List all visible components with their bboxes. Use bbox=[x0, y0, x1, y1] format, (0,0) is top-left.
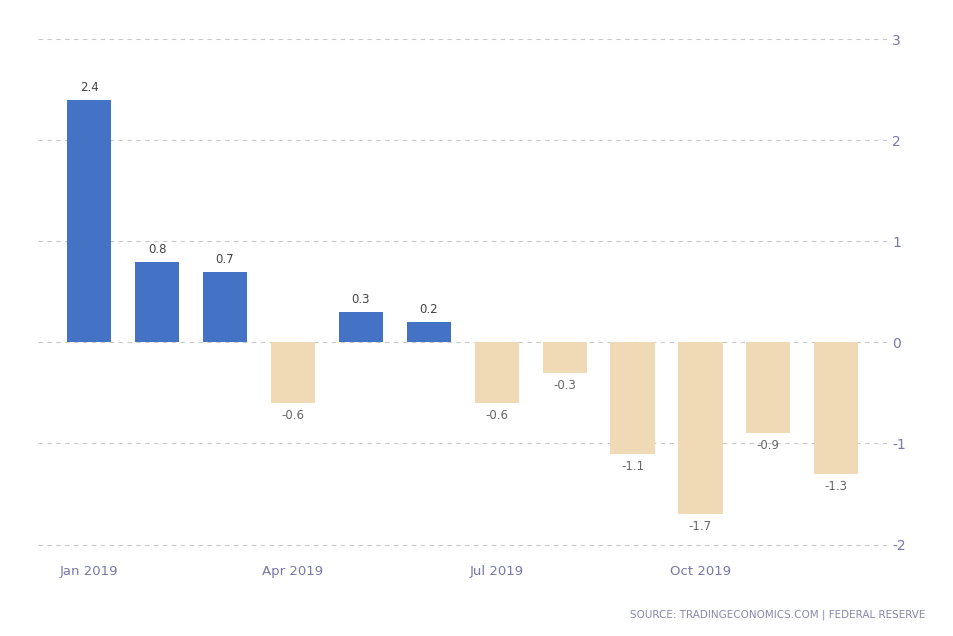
Bar bbox=[745, 342, 790, 433]
Bar bbox=[813, 342, 858, 474]
Text: -0.6: -0.6 bbox=[485, 409, 508, 422]
Bar bbox=[678, 342, 721, 515]
Bar bbox=[134, 261, 179, 342]
Text: SOURCE: TRADINGECONOMICS.COM | FEDERAL RESERVE: SOURCE: TRADINGECONOMICS.COM | FEDERAL R… bbox=[629, 609, 924, 620]
Bar bbox=[67, 100, 112, 342]
Text: -0.3: -0.3 bbox=[553, 379, 576, 392]
Bar bbox=[203, 272, 247, 342]
Text: -1.7: -1.7 bbox=[688, 520, 711, 533]
Text: -1.3: -1.3 bbox=[824, 480, 847, 493]
Text: 0.8: 0.8 bbox=[148, 242, 166, 256]
Bar bbox=[338, 312, 382, 342]
Bar bbox=[406, 322, 451, 342]
Text: -0.9: -0.9 bbox=[756, 439, 779, 452]
Bar bbox=[271, 342, 314, 403]
Bar bbox=[610, 342, 654, 453]
Bar bbox=[474, 342, 518, 403]
Text: -0.6: -0.6 bbox=[281, 409, 304, 422]
Text: 0.7: 0.7 bbox=[215, 252, 234, 266]
Text: -1.1: -1.1 bbox=[620, 460, 643, 473]
Text: 2.4: 2.4 bbox=[80, 81, 98, 94]
Text: 0.2: 0.2 bbox=[419, 303, 437, 316]
Text: 0.3: 0.3 bbox=[352, 293, 370, 306]
Bar bbox=[542, 342, 586, 373]
